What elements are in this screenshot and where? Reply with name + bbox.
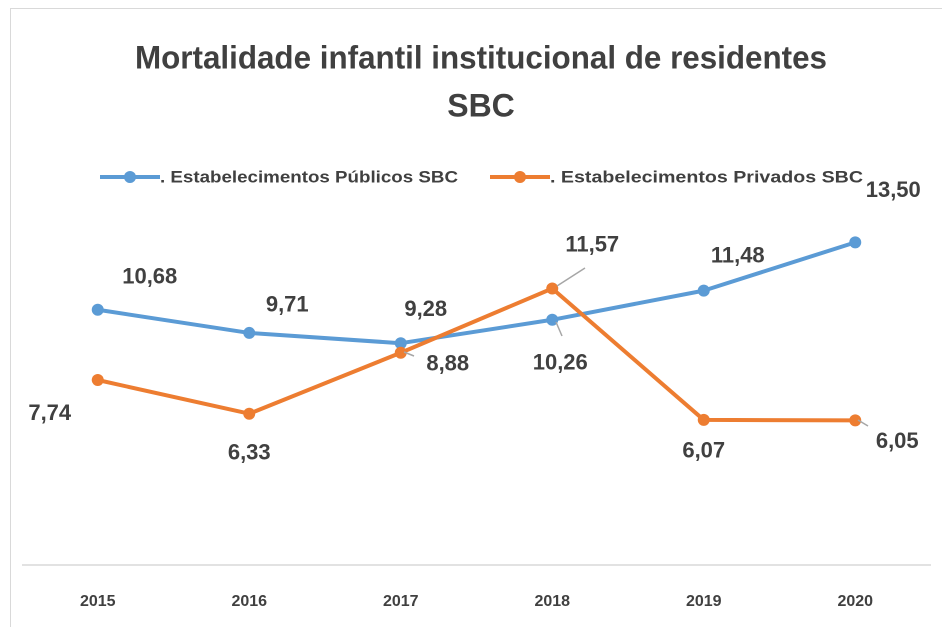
data-label: 6,07 [682,438,725,463]
x-tick-label: 2020 [837,593,873,610]
data-point [546,282,559,295]
x-tick-label: 2018 [534,593,570,610]
legend-label: . Estabelecimentos Públicos SBC [160,167,458,186]
x-tick-label: 2016 [231,593,267,610]
x-tick-label: 2019 [686,593,722,610]
chart-title: SBC [447,87,515,123]
data-label: 10,26 [533,350,588,375]
data-label: 6,33 [228,440,271,465]
legend-marker [124,171,136,183]
data-point [243,407,256,420]
data-label: 10,68 [122,264,177,289]
data-point [91,374,104,387]
leader-line [556,267,586,287]
data-label: 13,50 [866,177,921,202]
data-point [91,303,104,316]
leader-line [857,419,869,427]
data-point [849,236,862,249]
data-point [394,337,407,350]
data-label: 9,28 [404,296,447,321]
data-label: 9,71 [266,292,309,317]
data-label: 6,05 [876,428,919,453]
data-point [394,346,407,359]
chart-title: Mortalidade infantil institucional de re… [135,39,827,75]
data-label: 11,48 [711,242,765,267]
data-point [546,313,559,326]
data-label: 7,74 [28,400,72,425]
x-tick-label: 2015 [80,593,116,610]
series-line [97,240,856,346]
data-point [849,414,862,427]
legend-marker [514,171,526,183]
data-point [243,326,256,339]
data-label: 11,57 [565,231,619,256]
leader-line [555,321,563,337]
x-tick-label: 2017 [383,593,419,610]
data-point [697,413,710,426]
series-line [97,286,856,423]
data-label: 8,88 [426,351,469,376]
data-point [697,284,710,297]
chart-frame [10,8,942,627]
legend-label: . Estabelecimentos Privados SBC [550,167,863,186]
leader-line [403,351,415,357]
